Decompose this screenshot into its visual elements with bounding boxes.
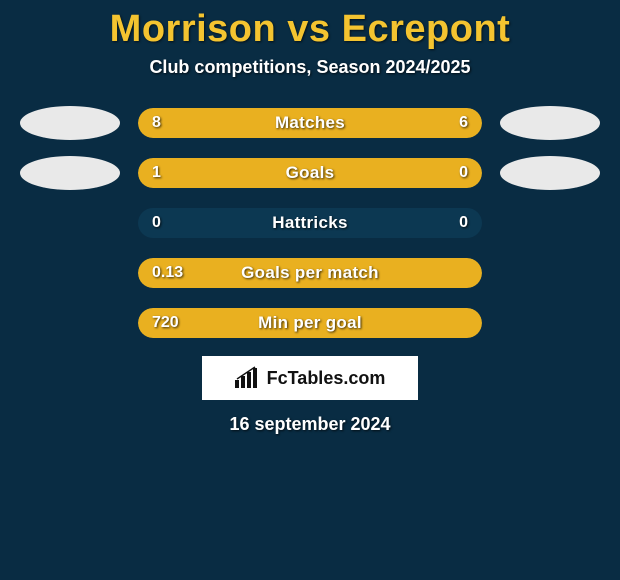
right-oval	[500, 206, 600, 240]
right-oval	[500, 256, 600, 290]
left-oval	[20, 256, 120, 290]
right-value: 0	[459, 158, 468, 188]
right-oval	[500, 156, 600, 190]
stat-label: Goals	[138, 158, 482, 188]
right-oval	[500, 106, 600, 140]
logo-box: FcTables.com	[202, 356, 418, 400]
stat-row: 8Matches6	[0, 106, 620, 140]
stat-bar: 720Min per goal	[138, 308, 482, 338]
stat-row: 0.13Goals per match	[0, 256, 620, 290]
page-title: Morrison vs Ecrepont	[0, 8, 620, 51]
right-value: 0	[459, 208, 468, 238]
left-oval	[20, 306, 120, 340]
stat-bar: 8Matches6	[138, 108, 482, 138]
stats-rows: 8Matches61Goals00Hattricks00.13Goals per…	[0, 106, 620, 340]
right-value: 6	[459, 108, 468, 138]
left-oval	[20, 156, 120, 190]
left-oval	[20, 106, 120, 140]
stat-label: Hattricks	[138, 208, 482, 238]
stat-row: 1Goals0	[0, 156, 620, 190]
stat-row: 720Min per goal	[0, 306, 620, 340]
stat-bar: 0.13Goals per match	[138, 258, 482, 288]
stat-label: Min per goal	[138, 308, 482, 338]
stat-label: Matches	[138, 108, 482, 138]
stat-bar: 0Hattricks0	[138, 208, 482, 238]
bar-chart-icon	[235, 366, 261, 390]
stat-row: 0Hattricks0	[0, 206, 620, 240]
logo-text: FcTables.com	[267, 368, 386, 389]
right-oval	[500, 306, 600, 340]
subtitle: Club competitions, Season 2024/2025	[0, 57, 620, 78]
stat-bar: 1Goals0	[138, 158, 482, 188]
stat-label: Goals per match	[138, 258, 482, 288]
left-oval	[20, 206, 120, 240]
date-label: 16 september 2024	[0, 414, 620, 435]
